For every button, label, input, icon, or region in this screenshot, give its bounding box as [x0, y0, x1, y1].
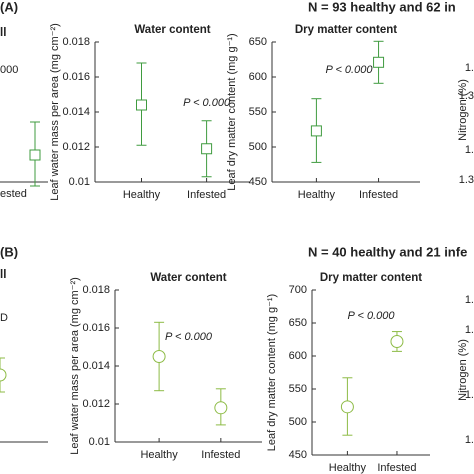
y-axis-label: Leaf water mass per area (mg cm⁻²) — [69, 277, 81, 455]
x-tick-label: Healthy — [329, 462, 367, 474]
x-tick-label: Infested — [187, 189, 226, 201]
y-tick-label: 550 — [289, 383, 307, 395]
x-tick-label: Healthy — [298, 189, 336, 201]
marker — [214, 401, 228, 415]
sample-size: N = 40 healthy and 21 infe — [308, 244, 467, 259]
partial-category: ested — [0, 188, 27, 200]
partial-tick-label: 1. — [465, 144, 474, 156]
panel-label: (A) — [0, 0, 18, 14]
y-tick-label: 0.01 — [89, 436, 110, 448]
partial-ylabel: Nitrogen (%) — [457, 79, 469, 141]
partial-marker — [0, 357, 7, 393]
y-tick-label: 600 — [249, 71, 267, 83]
y-tick-label: 0.018 — [82, 284, 110, 296]
annotation: P < 0.000 — [348, 310, 396, 322]
x-tick-label: Infested — [359, 189, 398, 201]
partial-tick-label: 1. — [465, 324, 474, 336]
marker — [390, 334, 404, 348]
y-tick-label: 450 — [289, 449, 307, 461]
x-tick-label: Infested — [201, 449, 240, 461]
marker — [310, 125, 322, 137]
partial-marker — [29, 121, 41, 187]
x-tick-label: Healthy — [140, 449, 178, 461]
y-axis-label: Leaf water mass per area (mg cm⁻²) — [49, 23, 61, 201]
x-tick-label: Healthy — [123, 189, 161, 201]
partial-title: ll — [0, 269, 6, 281]
partial-tick-label: 1.3 — [459, 90, 474, 102]
sample-size: N = 93 healthy and 62 in — [308, 0, 456, 14]
partial-tick-label: 1. — [465, 62, 474, 74]
partial-annotation: 000 — [0, 64, 18, 76]
y-axis-label: Leaf dry matter content (mg g⁻¹) — [266, 294, 278, 451]
y-tick-label: 0.012 — [62, 141, 90, 153]
partial-tick-label: 1.3 — [459, 174, 474, 186]
annotation: P < 0.000 — [165, 331, 213, 343]
panel-label: (B) — [0, 244, 18, 259]
chart-title: Dry matter content — [320, 272, 422, 284]
y-tick-label: 0.016 — [82, 322, 110, 334]
y-tick-label: 0.014 — [62, 106, 90, 118]
marker — [373, 56, 385, 68]
y-tick-label: 550 — [249, 106, 267, 118]
y-tick-label: 650 — [249, 36, 267, 48]
y-tick-label: 650 — [289, 317, 307, 329]
partial-tick-label: 1. — [465, 389, 474, 401]
y-axis-label: Leaf dry matter content (mg g⁻¹) — [226, 33, 238, 190]
partial-ylabel: Nitrogen (%) — [457, 339, 469, 401]
y-tick-label: 500 — [249, 141, 267, 153]
x-tick-label: Infested — [377, 462, 416, 474]
marker — [340, 400, 354, 414]
partial-annotation: D — [0, 312, 8, 324]
chart-title: Water content — [150, 272, 226, 284]
y-tick-label: 600 — [289, 350, 307, 362]
y-tick-label: 0.016 — [62, 71, 90, 83]
partial-title: ll — [0, 27, 6, 39]
partial-tick-label: 1. — [465, 294, 474, 306]
partial-tick-label: 1. — [465, 434, 474, 446]
chart-title: Water content — [134, 24, 210, 36]
y-tick-label: 700 — [289, 284, 307, 296]
annotation: P < 0.000 — [183, 97, 231, 109]
chart-title: Dry matter content — [295, 24, 397, 36]
y-tick-label: 0.012 — [82, 398, 110, 410]
y-tick-label: 450 — [249, 176, 267, 188]
annotation: P < 0.000 — [325, 64, 373, 76]
marker — [201, 143, 213, 155]
y-tick-label: 0.014 — [82, 360, 110, 372]
y-tick-label: 0.01 — [69, 176, 90, 188]
marker — [152, 350, 166, 363]
y-tick-label: 0.018 — [62, 36, 90, 48]
marker — [136, 99, 147, 111]
y-tick-label: 500 — [289, 416, 307, 428]
